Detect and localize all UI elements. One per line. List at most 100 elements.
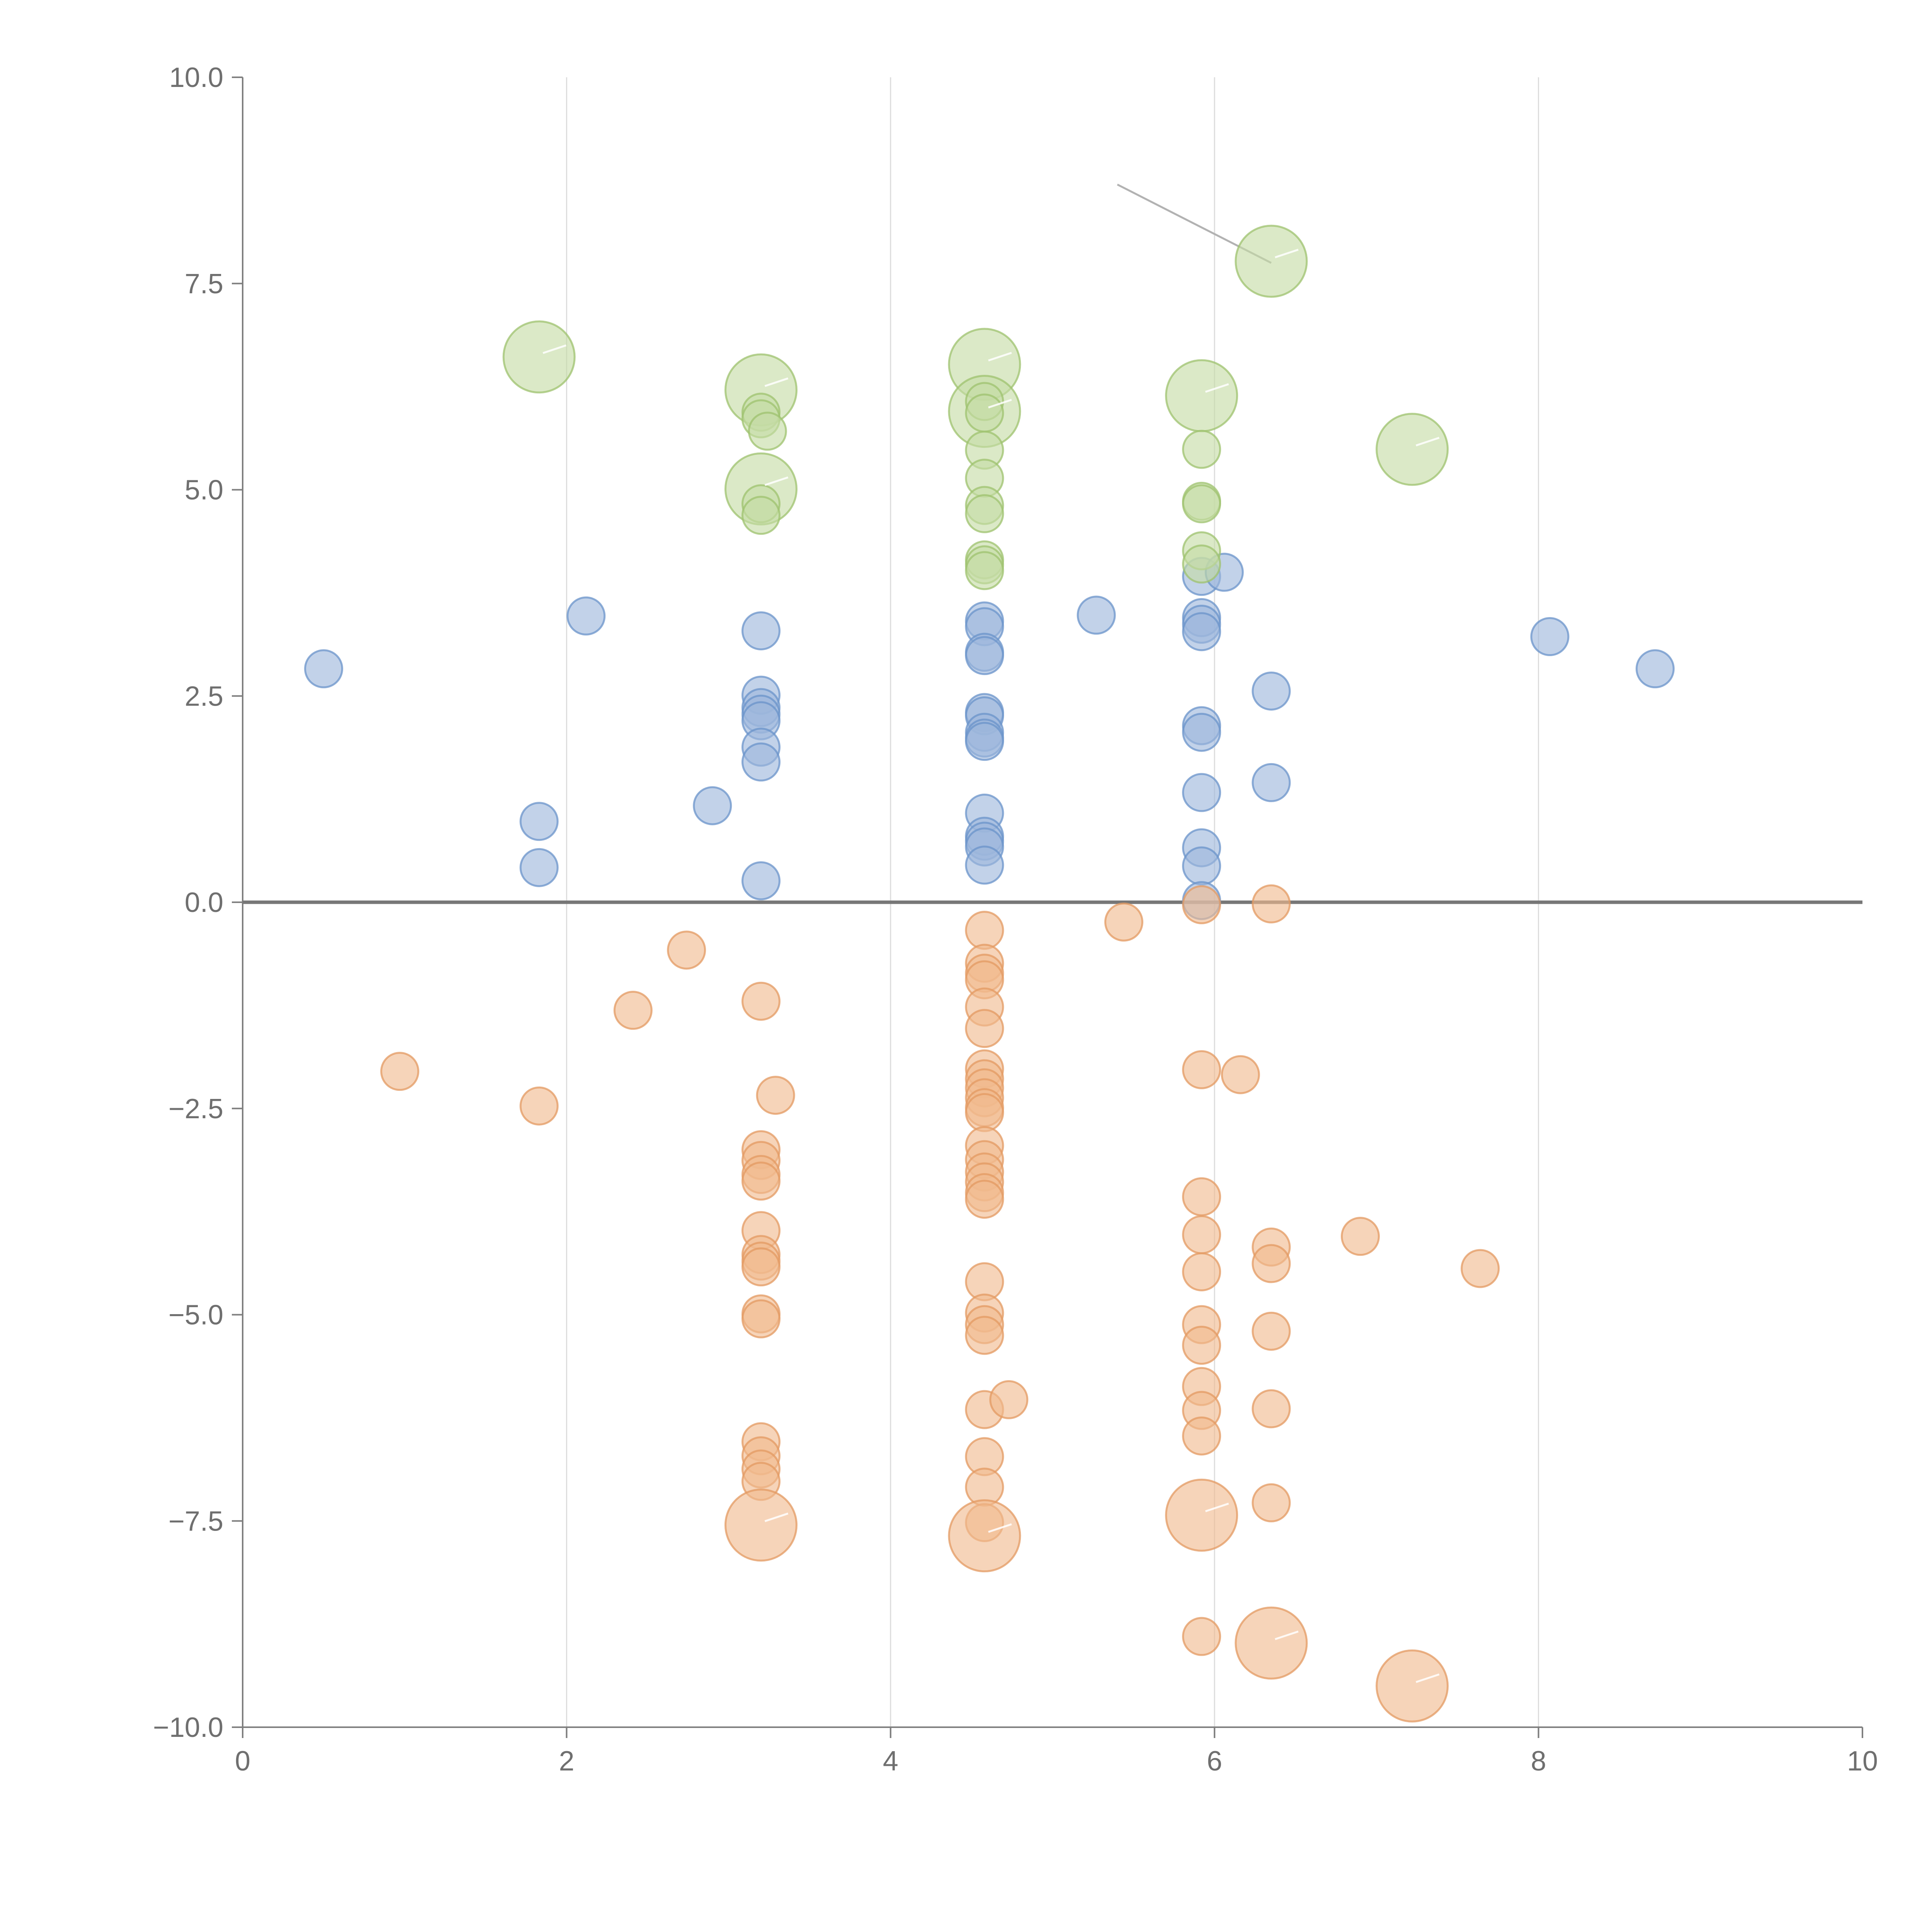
orange-bubble-51 — [1182, 1050, 1221, 1089]
green-bubble-20 — [1182, 430, 1221, 469]
blue-bubble-27 — [1077, 595, 1116, 635]
x-tick-label-5: 10 — [1847, 1746, 1878, 1777]
orange-bubble-54 — [1182, 1215, 1221, 1254]
axes — [232, 77, 1863, 1738]
blue-bubble-41 — [1530, 617, 1570, 656]
orange-bubble-69 — [1235, 1606, 1308, 1680]
y-tick-label-1: −7.5 — [168, 1506, 223, 1537]
green-bubble-0 — [502, 320, 576, 394]
x-tick-label-4: 8 — [1531, 1746, 1546, 1777]
orange-bubble-5 — [756, 1076, 795, 1115]
orange-bubble-9 — [741, 1162, 781, 1201]
orange-bubble-highlight-61 — [1205, 1502, 1229, 1512]
orange-bubble-63 — [1252, 884, 1291, 923]
orange-bubble-72 — [1461, 1249, 1500, 1288]
y-tick-label-4: 0.0 — [185, 887, 223, 918]
blue-bubble-12 — [741, 861, 781, 900]
green-bubble-highlight-19 — [1205, 383, 1229, 393]
blue-bubble-11 — [741, 742, 781, 782]
orange-bubble-57 — [1182, 1325, 1221, 1365]
green-bubble-24 — [1182, 544, 1221, 584]
orange-bubble-44 — [989, 1380, 1029, 1419]
blue-bubble-16 — [965, 636, 1004, 675]
orange-bubble-highlight-20 — [764, 1512, 789, 1522]
orange-bubble-15 — [741, 1299, 781, 1338]
green-bubble-22 — [1182, 484, 1221, 524]
green-bubble-25 — [1235, 224, 1308, 298]
bubbles — [304, 224, 1675, 1723]
y-tick-label-0: −10.0 — [153, 1712, 223, 1743]
blue-bubble-37 — [1182, 846, 1221, 886]
orange-bubble-highlight-69 — [1275, 1630, 1299, 1640]
x-tick-label-1: 2 — [559, 1746, 574, 1777]
blue-bubble-3 — [566, 596, 606, 636]
blue-bubble-32 — [1182, 612, 1221, 651]
orange-bubble-42 — [965, 1316, 1004, 1355]
orange-bubble-52 — [1221, 1055, 1260, 1094]
orange-bubble-highlight-71 — [1415, 1673, 1440, 1683]
orange-bubble-49 — [1104, 902, 1143, 942]
y-tick-label-3: −2.5 — [168, 1094, 223, 1124]
orange-bubble-3 — [667, 930, 706, 970]
orange-bubble-13 — [741, 1247, 781, 1287]
orange-bubble-21 — [965, 911, 1004, 950]
blue-bubble-39 — [1252, 671, 1291, 711]
blue-bubble-42 — [1635, 649, 1675, 689]
orange-bubble-2 — [613, 991, 653, 1030]
orange-bubble-50 — [1182, 885, 1221, 924]
y-tick-label-2: −5.0 — [168, 1300, 223, 1331]
x-tick-label-0: 0 — [235, 1746, 250, 1777]
green-bubble-highlight-5 — [764, 476, 789, 486]
orange-bubble-4 — [741, 981, 781, 1021]
orange-bubble-48 — [948, 1499, 1021, 1573]
blue-bubble-5 — [741, 611, 781, 651]
blue-bubble-21 — [965, 722, 1004, 761]
blue-bubble-1 — [519, 802, 559, 841]
blue-bubble-0 — [304, 649, 344, 689]
green-bubble-highlight-26 — [1415, 437, 1440, 447]
orange-bubble-66 — [1252, 1311, 1291, 1351]
orange-bubble-68 — [1252, 1483, 1291, 1522]
orange-bubble-67 — [1252, 1389, 1291, 1429]
blue-bubble-34 — [1182, 713, 1221, 752]
orange-bubble-32 — [965, 1093, 1004, 1132]
orange-bubble-71 — [1376, 1649, 1449, 1723]
y-tick-label-5: 2.5 — [185, 681, 223, 712]
blue-bubble-35 — [1182, 773, 1221, 812]
orange-bubble-1 — [519, 1086, 559, 1126]
blue-bubble-4 — [693, 786, 732, 825]
orange-bubble-38 — [965, 1180, 1004, 1219]
blue-bubble-26 — [965, 845, 1004, 885]
orange-bubble-20 — [724, 1488, 798, 1562]
green-bubble-11 — [965, 393, 1004, 433]
orange-bubble-0 — [380, 1052, 420, 1091]
orange-bubble-highlight-48 — [988, 1523, 1012, 1533]
orange-bubble-65 — [1252, 1244, 1291, 1283]
green-bubble-highlight-25 — [1275, 248, 1299, 259]
y-tick-label-6: 5.0 — [185, 475, 223, 506]
green-bubble-26 — [1376, 413, 1449, 486]
green-bubble-highlight-0 — [543, 344, 566, 354]
orange-bubble-61 — [1165, 1478, 1238, 1552]
orange-bubble-26 — [965, 1009, 1004, 1048]
green-bubble-18 — [965, 551, 1004, 590]
y-tick-label-8: 10.0 — [169, 62, 223, 93]
green-bubble-7 — [741, 496, 781, 535]
orange-bubble-60 — [1182, 1416, 1221, 1456]
x-tick-label-2: 4 — [883, 1746, 898, 1777]
green-bubble-highlight-1 — [764, 377, 789, 387]
blue-bubble-40 — [1252, 763, 1291, 802]
orange-bubble-55 — [1182, 1252, 1221, 1291]
x-tick-label-3: 6 — [1207, 1746, 1222, 1777]
orange-bubble-53 — [1182, 1177, 1221, 1216]
green-bubble-19 — [1165, 359, 1238, 432]
y-tick-label-7: 7.5 — [185, 269, 223, 299]
bubble-highlights — [543, 248, 1440, 1683]
green-bubble-highlight-8 — [988, 352, 1012, 362]
blue-bubble-2 — [519, 848, 559, 887]
orange-bubble-70 — [1340, 1217, 1380, 1256]
green-bubble-4 — [748, 412, 787, 451]
tick-labels: −10.0 −7.5 −5.0 −2.5 0.0 2.5 5.0 7.5 10.0 0 2 4 6 8 10 — [153, 62, 1878, 1777]
